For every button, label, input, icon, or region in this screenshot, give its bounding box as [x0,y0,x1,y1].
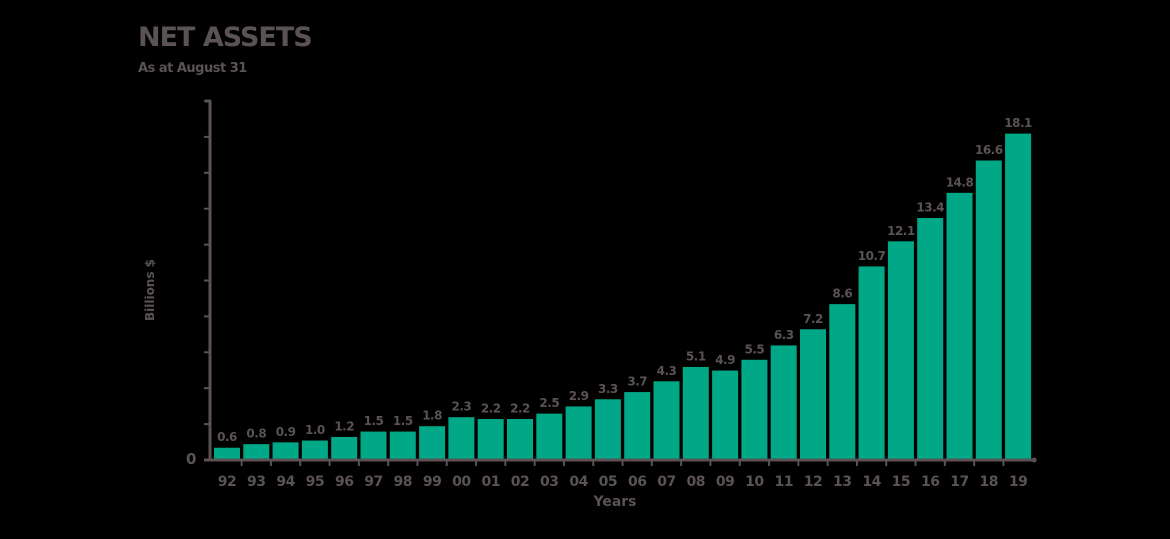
x-tick-label: 08 [687,474,705,490]
bar [858,266,885,459]
bar [1005,133,1032,459]
y-tick-label-zero: 0 [186,450,197,468]
x-tick-label: 12 [804,474,822,490]
x-tick-label: 13 [833,474,851,490]
bar [565,406,592,459]
x-tick-label: 15 [892,474,910,490]
bar-value-label: 0.9 [276,425,296,439]
x-tick-label: 97 [364,474,382,490]
x-tick-label: 94 [276,474,295,490]
bar-value-label: 13.4 [916,200,944,214]
x-tick-label: 05 [599,474,617,490]
bar-value-label: 3.3 [598,382,618,396]
bar [448,417,475,459]
bar [917,217,944,459]
x-axis-label: Years [593,494,637,510]
x-tick-label: 98 [394,474,412,490]
bar-value-label: 10.7 [858,249,886,263]
x-tick-label: 96 [335,474,353,490]
bar [712,370,739,459]
x-tick-label: 14 [862,474,881,490]
bar [887,241,914,459]
bar-value-label: 1.8 [422,409,442,423]
bar-value-label: 1.2 [334,419,354,433]
bar-value-label: 3.7 [627,375,647,389]
bar-value-label: 12.1 [887,224,915,238]
bar-value-label: 1.5 [364,414,384,428]
bar-value-label: 2.2 [481,402,501,416]
bar [243,444,270,459]
bar-value-label: 5.1 [686,349,706,363]
x-tick-label: 04 [569,474,588,490]
x-tick-label: 99 [423,474,441,490]
bar [741,359,768,459]
x-tick-label: 06 [628,474,646,490]
bar-value-label: 7.2 [803,312,823,326]
x-tick-label: 03 [540,474,558,490]
bar [360,431,387,459]
bar [800,329,826,459]
bar [624,392,651,459]
bar-value-label: 2.9 [569,389,589,403]
bar [682,366,709,459]
x-tick-label: 10 [745,474,764,490]
bar [536,413,563,459]
bar [389,431,416,459]
bar-value-label: 0.6 [217,430,237,444]
bar [331,436,358,459]
bar-value-label: 2.5 [539,396,559,410]
x-tick-label: 01 [481,474,499,490]
x-tick-label: 11 [774,474,792,490]
bar [419,426,446,459]
chart-title: NET ASSETS [138,22,313,53]
x-tick-label: 18 [980,474,998,490]
bar [214,447,240,459]
bar [507,419,533,459]
bar [829,304,856,459]
bar [975,160,1002,459]
bar-value-label: 16.6 [975,143,1003,157]
bar [594,399,621,459]
bar-value-label: 6.3 [774,328,794,342]
x-tick-label: 93 [247,474,265,490]
bar [653,381,680,459]
bar-value-label: 0.8 [246,427,266,441]
bar-value-label: 2.3 [452,400,472,414]
bar-value-label: 1.0 [305,423,325,437]
bar-value-label: 8.6 [832,287,852,301]
bar-value-label: 1.5 [393,414,413,428]
bar-value-label: 4.3 [657,364,677,378]
bar [770,345,797,459]
bar-value-label: 4.9 [715,353,735,367]
x-tick-label: 95 [306,474,324,490]
bar [272,442,299,459]
x-tick-label: 02 [511,474,529,490]
x-tick-label: 00 [452,474,471,490]
bar-value-label: 18.1 [1004,116,1032,130]
x-tick-label: 17 [950,474,968,490]
bar-value-label: 5.5 [745,342,765,356]
x-tick-label: 09 [716,474,734,490]
bar-value-label: 2.2 [510,402,530,416]
bar [946,192,973,459]
bar [301,440,328,459]
bar [477,419,504,459]
chart-subtitle: As at August 31 [138,61,247,76]
x-axis-end-cap [1031,457,1037,463]
x-tick-label: 16 [921,474,939,490]
x-tick-label: 19 [1009,474,1027,490]
x-tick-label: 07 [657,474,675,490]
x-tick-label: 92 [218,474,236,490]
bar-value-label: 14.8 [946,175,974,189]
